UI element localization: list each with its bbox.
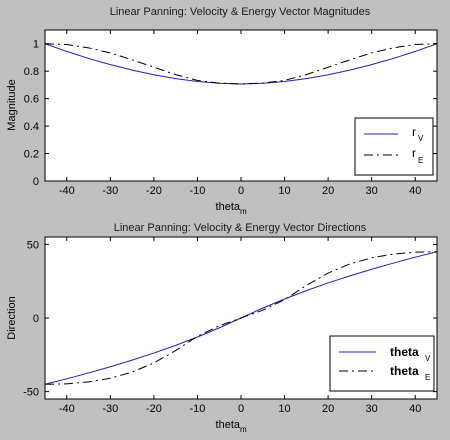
x-tick-label: -20 <box>146 185 162 197</box>
x-tick-label: 0 <box>238 403 244 415</box>
chart-magnitudes: Linear Panning: Velocity & Energy Vector… <box>6 6 438 216</box>
x-tick-label: -30 <box>102 185 118 197</box>
y-tick-label: 0.4 <box>24 121 39 133</box>
x-axis-label-group: theta m <box>216 419 247 434</box>
chart-directions: Linear Panning: Velocity & Energy Vector… <box>6 222 438 434</box>
x-axis-label: theta <box>216 419 241 431</box>
chart-title: Linear Panning: Velocity & Energy Vector… <box>110 6 371 18</box>
legend-box <box>354 117 434 176</box>
chart-title: Linear Panning: Velocity & Energy Vector… <box>114 222 367 234</box>
x-tick-label: 40 <box>409 185 421 197</box>
series-layer <box>44 251 438 385</box>
x-axis-label-subscript: m <box>240 425 247 434</box>
legend-label-r-e: r <box>412 146 416 160</box>
series-line-theta-e <box>44 251 438 385</box>
y-tick-label: 0 <box>33 176 39 188</box>
tick-layer: -40 -30 -20 -10 0 10 20 30 40 0 0.2 0.4 0.6 0.8 1 <box>24 30 437 197</box>
tick-layer: -40 -30 -20 -10 0 10 20 30 40 -50 0 50 <box>23 237 437 415</box>
y-axis-label: Direction <box>6 296 18 339</box>
x-tick-label: 20 <box>322 403 334 415</box>
legend-box <box>329 335 435 392</box>
series-line-r-e <box>44 43 438 85</box>
legend-label-theta-e: theta <box>390 364 419 378</box>
x-tick-label: -40 <box>59 403 75 415</box>
x-axis-label: theta <box>216 201 241 213</box>
legend-subscript-r-e: E <box>418 156 423 165</box>
legend-label-r-v: r <box>412 125 416 139</box>
x-tick-label: 10 <box>278 403 290 415</box>
y-axis-label: Magnitude <box>6 79 18 130</box>
y-tick-label: 0.6 <box>24 94 39 106</box>
series-line-r-v <box>44 43 438 85</box>
y-tick-label: 0 <box>33 313 39 325</box>
x-tick-label: 0 <box>238 185 244 197</box>
y-tick-label: 0.8 <box>24 66 39 78</box>
legend-subscript-r-v: V <box>418 134 424 143</box>
x-tick-label: 20 <box>322 185 334 197</box>
x-tick-label: 30 <box>366 403 378 415</box>
y-tick-label: 50 <box>27 239 39 251</box>
x-tick-label: -10 <box>189 185 205 197</box>
y-tick-label: 0.2 <box>24 149 39 161</box>
legend-subscript-theta-e: E <box>425 373 430 382</box>
x-tick-label: -10 <box>189 403 205 415</box>
x-tick-label: 30 <box>366 185 378 197</box>
x-tick-label: -30 <box>102 403 118 415</box>
x-axis-label-subscript: m <box>240 207 247 216</box>
legend-subscript-theta-v: V <box>425 354 431 363</box>
legend: theta V theta E <box>329 335 435 392</box>
legend-label-theta-v: theta <box>390 345 419 359</box>
x-tick-label: 40 <box>409 403 421 415</box>
y-tick-label: 1 <box>33 39 39 51</box>
x-tick-label: -40 <box>59 185 75 197</box>
legend: r V r E <box>354 117 434 176</box>
series-layer <box>44 43 438 85</box>
x-tick-label: 10 <box>278 185 290 197</box>
x-tick-label: -20 <box>146 403 162 415</box>
y-tick-label: -50 <box>23 387 39 399</box>
x-axis-label-group: theta m <box>216 201 247 216</box>
